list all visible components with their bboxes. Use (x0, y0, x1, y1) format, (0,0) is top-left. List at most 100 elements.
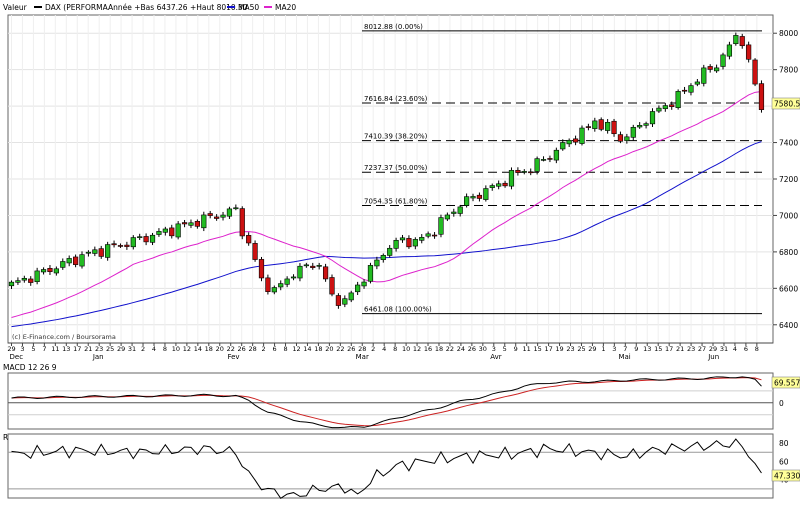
candle-body-down (431, 234, 438, 237)
candle-body-down (758, 83, 765, 110)
candle-body-up (361, 281, 367, 287)
date-tick-label: 23 (566, 345, 574, 353)
candle-body-up (220, 214, 226, 218)
date-tick-label: 1 (601, 345, 605, 353)
candle-body-up (496, 183, 502, 187)
date-tick-label: 5 (503, 345, 507, 353)
candle-body-down (329, 277, 335, 295)
candle (752, 58, 758, 87)
candle (169, 224, 175, 239)
candle (425, 231, 431, 239)
candle (419, 234, 425, 244)
candle (226, 206, 233, 219)
candle-body-down (598, 119, 604, 130)
date-tick-label: 19 (555, 345, 563, 353)
candle-body-up (483, 188, 489, 200)
candle (444, 212, 450, 222)
candle-body-up (226, 208, 233, 217)
candle (73, 254, 79, 268)
candle (60, 258, 66, 270)
date-tick-label: 6 (272, 345, 276, 353)
candle-body-up (733, 35, 739, 45)
candle (649, 108, 656, 127)
candle-body-down (252, 243, 258, 260)
date-tick-label: 10 (402, 345, 410, 353)
candle-body-up (464, 196, 470, 206)
fibonacci-label: 6461.08 (100.00%) (364, 306, 432, 314)
candle-body-down (124, 244, 130, 247)
candle (124, 241, 130, 250)
candle (21, 275, 27, 283)
candle-body-up (399, 237, 406, 241)
candle (656, 105, 662, 113)
candle (28, 276, 34, 286)
candle (720, 52, 726, 70)
candle (464, 193, 470, 208)
date-tick-label: 29 (117, 345, 125, 353)
candle (188, 219, 194, 229)
candle-body-down (207, 213, 213, 216)
candle-body-up (457, 206, 463, 214)
candle (393, 237, 399, 252)
date-tick-label: 9 (514, 345, 518, 353)
candle-body-up (540, 159, 547, 161)
date-tick-label: 18 (205, 345, 213, 353)
candle-body-up (137, 236, 143, 239)
candle (508, 167, 515, 190)
date-tick-label: 13 (62, 345, 70, 353)
candle (117, 243, 124, 248)
rsi-tick-label: 80 (779, 439, 789, 448)
candle-body-up (438, 217, 444, 235)
date-tick-label: 26 (468, 345, 476, 353)
date-tick-label: 23 (687, 345, 695, 353)
date-tick-label: 25 (577, 345, 585, 353)
candle (246, 232, 252, 246)
candle (53, 266, 59, 276)
candle (98, 245, 104, 259)
ma20-line (11, 90, 762, 318)
rsi-last-marker: 47.3301 (771, 469, 800, 482)
mode-label: Valeur (3, 3, 28, 12)
candle-body-up (233, 207, 239, 210)
candle-body-down (111, 243, 117, 246)
candle (92, 246, 98, 257)
date-tick-label: 2 (371, 345, 375, 353)
rsi-last-box (771, 469, 800, 482)
candle-body-down (515, 169, 521, 173)
last-price-label: 7580.50 (774, 100, 800, 109)
candle-body-up (149, 234, 156, 243)
candle (34, 267, 40, 285)
date-tick-label: 17 (544, 345, 552, 353)
candle (630, 124, 636, 141)
date-tick-label: 3 (492, 345, 496, 353)
candle-body-up (592, 120, 598, 129)
price-tick-label: 7800 (779, 66, 798, 75)
candle-body-down (707, 66, 713, 70)
candle (605, 119, 611, 134)
date-tick-label: 21 (84, 345, 92, 353)
candle-body-up (643, 123, 649, 126)
candle-body-up (271, 287, 277, 293)
candle (438, 214, 444, 238)
candle (380, 253, 386, 263)
candle (669, 101, 675, 110)
candle-body-down (265, 277, 271, 292)
month-label: Mar (356, 353, 369, 361)
candle-body-down (258, 259, 265, 279)
candle (733, 32, 739, 46)
candle (688, 83, 694, 96)
candle (572, 135, 579, 146)
candle-body-up (675, 91, 681, 108)
candle (130, 235, 136, 250)
candle (105, 241, 111, 261)
candle (566, 138, 572, 147)
candle-body-up (367, 265, 374, 282)
candle (637, 122, 643, 129)
candle-body-up (694, 81, 700, 85)
candle-body-up (374, 259, 380, 267)
fibonacci-label: 7237.37 (50.00%) (364, 164, 428, 172)
date-tick-label: 15 (654, 345, 662, 353)
price-tick-label: 7400 (779, 139, 798, 148)
rsi-tick-label: 60 (779, 457, 789, 466)
